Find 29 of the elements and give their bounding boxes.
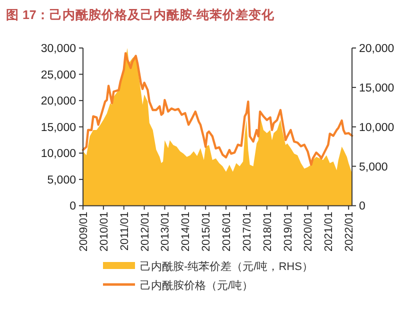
x-tick-label: 2015/01 (200, 212, 213, 252)
x-tick-label: 2019/01 (282, 212, 294, 252)
x-tick-label: 2018/01 (262, 212, 274, 252)
x-tick-label: 2009/01 (78, 212, 90, 252)
y-tick-label: 20,000 (40, 96, 76, 108)
x-tick-label: 2016/01 (221, 212, 234, 252)
x-tick-label: 2011/01 (118, 212, 131, 251)
y-tick-label: 10,000 (40, 148, 76, 160)
x-tick-label: 2013/01 (160, 212, 172, 252)
chart-title: 图 17：己内酰胺价格及己内酰胺-纯苯价差变化 (6, 7, 276, 22)
y2-tick-label: 10,000 (359, 122, 394, 134)
legend-label: 己内酰胺-纯苯价差（元/吨，RHS） (140, 260, 313, 273)
x-tick-label: 2022/01 (344, 212, 356, 252)
y-tick-label: 30,000 (40, 43, 76, 55)
x-tick-label: 2010/01 (98, 212, 110, 252)
x-tick-label: 2014/01 (180, 212, 192, 252)
y2-tick-label: 5,000 (359, 161, 388, 174)
y2-tick-label: 0 (359, 200, 366, 213)
x-tick-label: 2012/01 (139, 212, 152, 252)
y2-tick-label: 15,000 (359, 82, 394, 94)
legend-label: 己内酰胺价格（元/吨） (140, 279, 254, 292)
y-tick-label: 15,000 (40, 122, 76, 134)
x-tick-label: 2020/01 (302, 212, 315, 252)
x-tick-label: 2021/01 (323, 212, 336, 252)
y2-tick-label: 20,000 (359, 43, 394, 55)
x-tick-label: 2017/01 (241, 212, 254, 252)
y-tick-label: 5,000 (47, 174, 76, 186)
y-tick-label: 0 (70, 200, 76, 213)
y-tick-label: 25,000 (40, 69, 76, 82)
